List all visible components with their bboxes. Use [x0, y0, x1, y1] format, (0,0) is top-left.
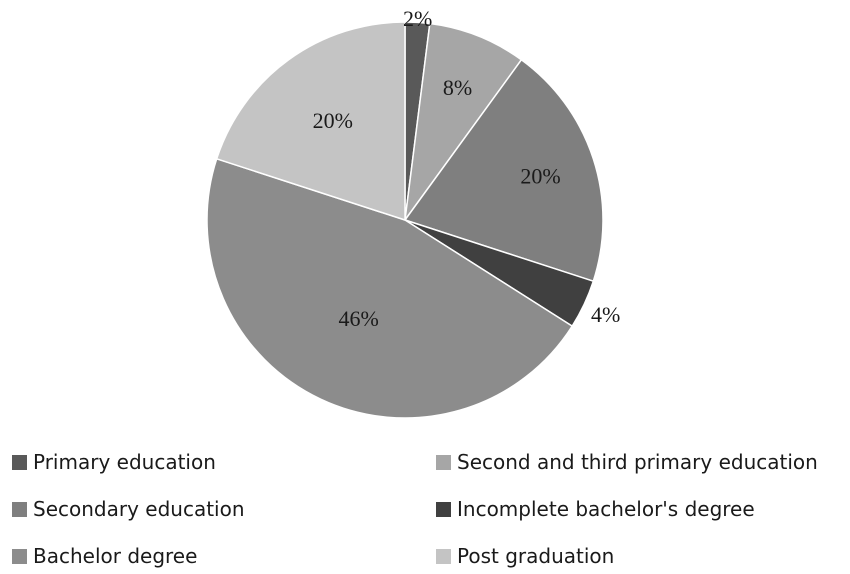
pie-slice-second-and-third-primary-education — [404, 22, 523, 221]
pie-slice-bachelor-degree — [206, 157, 574, 419]
pie-value-label-post-graduation: 20% — [313, 108, 353, 133]
pie-value-label-primary-education: 2% — [403, 6, 432, 31]
legend-item-incomplete-bachelors-degree: Incomplete bachelor's degree — [436, 491, 755, 527]
legend-swatch — [436, 501, 451, 517]
legend-label: Incomplete bachelor's degree — [457, 497, 755, 521]
legend-label: Primary education — [33, 450, 216, 474]
chart-legend: Primary education Second and third prima… — [0, 440, 850, 571]
pie-value-label-incomplete-bachelors-degree: 4% — [591, 302, 620, 327]
legend-swatch — [12, 548, 27, 564]
legend-label: Post graduation — [457, 544, 615, 568]
pie-slices — [206, 21, 604, 419]
legend-swatch — [12, 454, 27, 470]
legend-label: Bachelor degree — [33, 544, 198, 568]
pie-value-labels: 2% 8% 20% 4% 46% 20% — [313, 6, 621, 331]
legend-swatch — [436, 548, 451, 564]
legend-swatch — [12, 501, 27, 517]
legend-item-bachelor-degree: Bachelor degree — [12, 538, 197, 574]
pie-value-label-secondary-education: 20% — [520, 163, 560, 188]
pie-slice-secondary-education — [403, 58, 604, 283]
pie-value-label-bachelor-degree: 46% — [338, 306, 378, 331]
pie-value-label-second-and-third-primary-education: 8% — [443, 75, 472, 100]
legend-label: Second and third primary education — [457, 450, 818, 474]
legend-label: Secondary education — [33, 497, 245, 521]
pie-slice-post-graduation — [215, 21, 406, 222]
legend-item-second-and-third-primary-education: Second and third primary education — [436, 444, 818, 480]
legend-item-primary-education: Primary education — [12, 444, 216, 480]
legend-swatch — [436, 454, 451, 470]
legend-item-secondary-education: Secondary education — [12, 491, 245, 527]
legend-item-post-graduation: Post graduation — [436, 538, 614, 574]
